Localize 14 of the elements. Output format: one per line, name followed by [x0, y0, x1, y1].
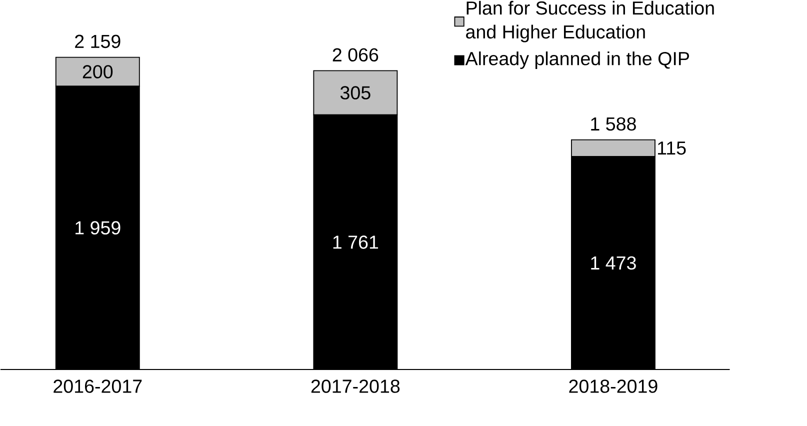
x-tick-label: 2018-2019	[569, 380, 658, 393]
x-tick-label: 2016-2017	[54, 380, 142, 393]
total-label: 2 066	[332, 48, 378, 62]
data-label: 1 959	[76, 221, 120, 235]
x-tick-label: 2017-2018	[311, 380, 400, 393]
legend-label: Already planned in the QIP	[465, 52, 689, 70]
data-label: 1 761	[333, 236, 378, 249]
data-label: 305	[340, 86, 370, 100]
legend-label: Plan for Success in Education and Higher Education	[466, 0, 714, 42]
total-label: 1 588	[591, 117, 636, 131]
total-label: 2 159	[75, 34, 120, 48]
data-label: 1 473	[591, 256, 636, 270]
data-label: 115	[658, 142, 686, 155]
data-label: 200	[82, 65, 113, 78]
